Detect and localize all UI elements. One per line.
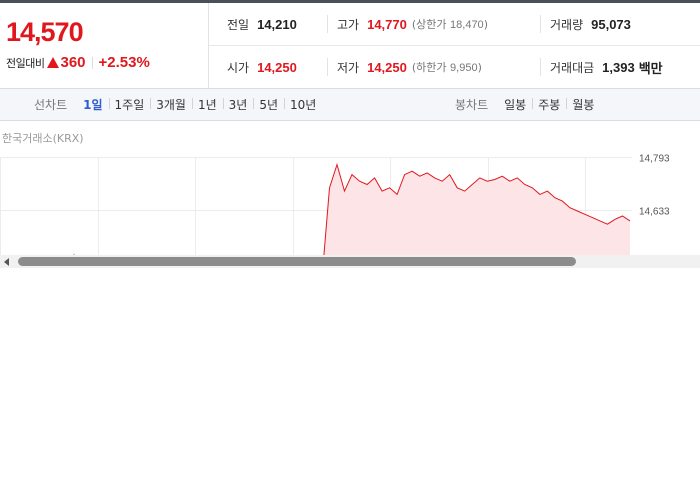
stat-value: 14,770: [367, 16, 407, 32]
tab-5y[interactable]: 5년: [253, 96, 284, 113]
today-area-fill: [323, 164, 630, 255]
y-tick-label: 14,633: [639, 207, 670, 218]
stats-row-2: 시가 14,250 저가 14,250 (하한가 9,950) 거래대금 1,3…: [209, 46, 700, 88]
stat-label: 저가: [337, 60, 360, 75]
stat-value: 95,073: [591, 16, 631, 32]
tab-1d[interactable]: 1일: [83, 98, 103, 112]
stat-label: 고가: [337, 17, 360, 32]
limit-value: 9,950: [450, 62, 478, 74]
divider: [327, 58, 328, 76]
stat-value: 14,250: [367, 59, 407, 75]
divider: [540, 58, 541, 76]
chart-tab-bar: 선차트 1일 1주일 3개월 1년 3년 5년 10년 봉차트 일봉 주봉 월봉: [0, 88, 700, 121]
stat-value: 14,250: [257, 59, 297, 75]
stat-label: 전일: [227, 17, 250, 32]
change-percent: +2.53%: [98, 54, 150, 71]
change-label: 전일대비: [6, 56, 45, 70]
candle-chart-tabs: 봉차트 일봉 주봉 월봉: [455, 89, 600, 120]
stat-label: 거래량: [550, 17, 584, 32]
change-value: 360: [60, 54, 86, 71]
change-row: 전일대비 360 +2.53%: [6, 54, 150, 71]
tab-10y[interactable]: 10년: [284, 96, 322, 113]
stat-prev-close: 전일 14,210: [227, 3, 297, 45]
tab-3y[interactable]: 3년: [222, 96, 254, 113]
tab-daily[interactable]: 일봉: [504, 98, 527, 112]
current-price: 14,570: [6, 17, 84, 47]
price-summary: 14,570 전일대비 360 +2.53%: [0, 3, 209, 88]
stat-volume: 거래량 95,073: [550, 3, 631, 45]
limit-label: 상한가: [416, 18, 447, 31]
limit-value: 18,470: [450, 19, 484, 31]
up-triangle-icon: [47, 57, 60, 68]
scroll-left-arrow-icon[interactable]: [4, 258, 9, 266]
divider: [327, 15, 328, 33]
lower-limit: (하한가 9,950): [411, 61, 482, 74]
tab-weekly[interactable]: 주봉: [532, 96, 566, 113]
line-chart-tabs: 선차트 1일 1주일 3개월 1년 3년 5년 10년: [34, 89, 322, 120]
divider: [540, 15, 541, 33]
stat-unit: 백만: [638, 60, 663, 76]
divider: [91, 56, 93, 69]
stat-label: 거래대금: [550, 60, 595, 75]
limit-label: 하한가: [416, 61, 447, 74]
tab-1w[interactable]: 1주일: [108, 96, 151, 113]
chart-scrollbar[interactable]: [0, 255, 700, 268]
stat-value: 14,210: [257, 16, 297, 32]
y-tick-label: 14,793: [639, 154, 670, 165]
today-price-line: [323, 162, 631, 255]
chart-source: 한국거래소(KRX): [2, 132, 84, 145]
upper-limit: (상한가 18,470): [411, 18, 488, 31]
top-border: [0, 0, 700, 3]
tab-3m[interactable]: 3개월: [150, 96, 192, 113]
stat-low: 저가 14,250 (하한가 9,950): [337, 46, 482, 88]
scroll-thumb[interactable]: [18, 257, 576, 266]
stat-label: 시가: [227, 60, 250, 75]
stats-row-1: 전일 14,210 고가 14,770 (상한가 18,470) 거래량 95,…: [209, 3, 700, 46]
stat-high: 고가 14,770 (상한가 18,470): [337, 3, 488, 45]
stat-value: 1,393: [602, 59, 635, 75]
stat-open: 시가 14,250: [227, 46, 297, 88]
line-chart-title: 선차트: [34, 98, 68, 112]
candle-chart-title: 봉차트: [455, 98, 489, 112]
tab-monthly[interactable]: 월봉: [566, 96, 600, 113]
tab-1y[interactable]: 1년: [191, 96, 223, 113]
stat-trade-amount: 거래대금 1,393 백만: [550, 46, 663, 88]
